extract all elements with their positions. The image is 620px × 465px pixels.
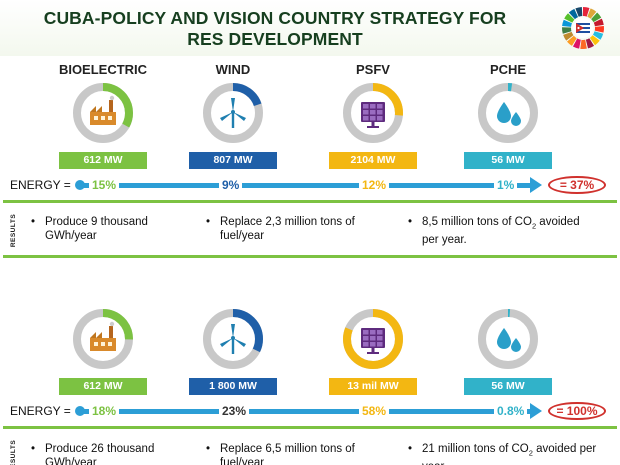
energy-share-bioelectric: 15% (89, 178, 120, 192)
wind-turbine-icon (220, 98, 246, 128)
sdg-wheel-segment (564, 13, 575, 23)
sdg-wheel-segment (580, 39, 587, 49)
energy-arrow-icon (530, 403, 542, 419)
result-item: • Replace 2,3 million tons of fuel/year (206, 216, 355, 242)
energy-arrow-icon (530, 177, 542, 193)
capacity-label: 807 MW (189, 152, 277, 169)
sdg-cuba-logo (562, 7, 604, 49)
water-drops-icon (497, 328, 521, 352)
energy-label: ENERGY = (10, 404, 71, 418)
energy-share-psfv: 12% (359, 178, 390, 192)
energy-share-wind: 23% (219, 404, 250, 418)
sdg-wheel-segment (587, 8, 597, 19)
factory-icon (90, 321, 116, 351)
sdg-wheel-segment (566, 35, 577, 46)
sdg-wheel-segment (585, 38, 595, 49)
result-item: • Produce 9 thousand GWh/year (31, 216, 148, 242)
results-box: RESULTS • Produce 26 thousand GWh/year • Rep… (3, 426, 617, 465)
sdg-wheel-segment (562, 19, 572, 27)
solar-panel-icon (361, 102, 385, 128)
donut-chart (73, 83, 133, 143)
tech-label-bioelectric: BIOELECTRIC (58, 62, 148, 77)
capacity-label: 1 800 MW (189, 378, 277, 395)
capacity-label: 2104 MW (329, 152, 417, 169)
donut-chart (343, 309, 403, 369)
sdg-wheel-segment (593, 18, 604, 27)
donut-chart (478, 83, 538, 143)
energy-total-badge: = 37% (548, 176, 606, 194)
cuba-flag-icon (576, 23, 590, 33)
energy-share-psfv: 58% (359, 404, 390, 418)
solar-panel-icon (361, 328, 385, 354)
result-item: •21 million tons of CO2 avoided per year… (408, 443, 597, 465)
donut-arc (343, 309, 403, 369)
sdg-wheel-segment (563, 31, 574, 41)
tech-label-wind: WIND (215, 62, 251, 77)
donut-chart (343, 83, 403, 143)
sdg-wheel-segment (572, 38, 581, 49)
sdg-wheel-segment (583, 7, 590, 17)
energy-share-pche: 0.8% (494, 404, 528, 418)
donut-arc (343, 83, 403, 143)
energy-share-pche: 1% (494, 178, 518, 192)
results-label: RESULTS (10, 213, 18, 247)
results-label: RESULTS (10, 439, 18, 465)
title-band (0, 0, 620, 56)
energy-bar (80, 183, 532, 188)
sdg-wheel-segment (592, 31, 604, 40)
capacity-label: 13 mil MW (329, 378, 417, 395)
energy-share-wind: 9% (219, 178, 243, 192)
factory-icon (90, 95, 116, 125)
result-item: • Replace 6,5 million tons of fuel/year (206, 443, 355, 465)
donut-arc (203, 83, 263, 143)
sdg-wheel-segment (589, 35, 600, 46)
donut-chart (203, 309, 263, 369)
capacity-label: 56 MW (464, 378, 552, 395)
energy-label: ENERGY = (10, 178, 71, 192)
sdg-wheel-segment (594, 26, 604, 33)
result-item: • Produce 26 thousand GWh/year (31, 443, 155, 465)
results-box: RESULTS • Produce 9 thousand GWh/year • Repl… (3, 200, 617, 258)
page-title: CUBA-POLICY AND VISION COUNTRY STRATEGY … (43, 8, 507, 49)
wind-turbine-icon (220, 324, 246, 354)
sdg-wheel-segment (591, 12, 602, 23)
donut-arc (478, 309, 538, 369)
capacity-label: 612 MW (59, 378, 147, 395)
donut-chart (203, 83, 263, 143)
sdg-wheel-segment (562, 27, 572, 34)
donut-arc (73, 83, 133, 143)
capacity-label: 612 MW (59, 152, 147, 169)
donut-arc (73, 309, 133, 369)
donut-chart (478, 309, 538, 369)
donut-arc (203, 309, 263, 369)
donut-arc (478, 83, 538, 143)
energy-bar (80, 409, 532, 414)
sdg-wheel-segment (575, 7, 583, 17)
energy-share-bioelectric: 18% (89, 404, 120, 418)
water-drops-icon (497, 102, 521, 126)
donut-chart (73, 309, 133, 369)
tech-label-pche: PCHE (489, 62, 527, 77)
capacity-label: 56 MW (464, 152, 552, 169)
result-item: • 8,5 million tons of CO2 avoided per yea… (408, 216, 580, 247)
sdg-wheel-segment (568, 8, 579, 20)
energy-total-badge: = 100% (548, 402, 606, 420)
tech-label-psfv: PSFV (356, 62, 390, 77)
